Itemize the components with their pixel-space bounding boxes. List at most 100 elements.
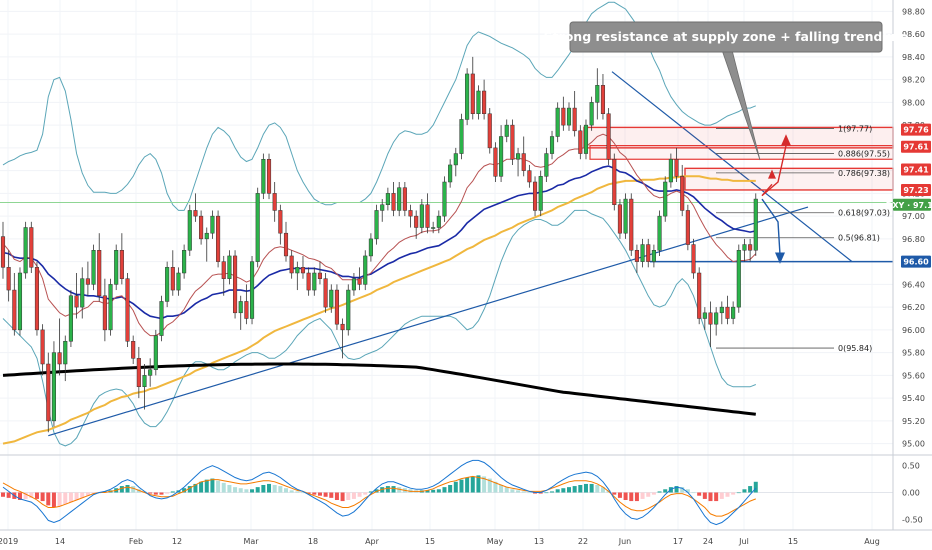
candle-body [572, 107, 577, 132]
candle [142, 364, 147, 410]
candle [85, 261, 90, 296]
x-tick-label: 22 [578, 537, 588, 546]
candle [657, 210, 662, 256]
candle-body [119, 250, 124, 279]
candle-body [646, 244, 651, 262]
candle [549, 130, 555, 160]
fib-label: 0.886(97.55) [838, 150, 890, 159]
candle-body [51, 352, 56, 422]
candle-body [391, 193, 396, 211]
candle-body [493, 147, 498, 177]
candle [753, 193, 758, 256]
candle [691, 238, 696, 279]
candle-body [323, 278, 328, 308]
candle [663, 176, 668, 222]
candle-body [329, 289, 334, 308]
price-tag-bg [901, 140, 931, 153]
macd-histogram-bar [346, 492, 351, 500]
candle-body [448, 164, 453, 183]
macd-histogram-bar [363, 492, 368, 495]
candle-body [0, 236, 6, 268]
candle-body [708, 312, 713, 325]
candle [589, 96, 594, 131]
candle-body [436, 215, 441, 228]
candle-body [442, 181, 447, 217]
candle [453, 147, 458, 177]
macd-histogram-bar [617, 492, 622, 498]
macd-histogram-bar [634, 492, 639, 502]
candle [114, 244, 119, 291]
candle-body [470, 73, 475, 114]
bull-arrow-head [781, 134, 791, 146]
ema-20 [2, 133, 757, 337]
candle-body [17, 272, 23, 331]
macd-histogram-bar [233, 487, 238, 493]
candle-body [125, 278, 130, 342]
x-tick-label: 15 [425, 537, 435, 546]
macd-histogram-bar [1, 492, 5, 497]
macd-histogram-bar [131, 486, 136, 493]
candle [476, 85, 481, 120]
candle [719, 301, 724, 325]
candle-body [680, 176, 685, 211]
macd-histogram-bar [102, 491, 107, 493]
candle-body [74, 295, 79, 308]
candle [238, 295, 243, 330]
macd-histogram-bar [482, 476, 487, 493]
candle-body [295, 267, 300, 274]
candle [165, 261, 170, 308]
candle [216, 210, 221, 268]
y-tick-label: 95.40 [902, 394, 925, 403]
macd-histogram-bar [736, 492, 741, 494]
candle [12, 273, 17, 336]
macd-histogram-bar [210, 478, 215, 493]
candle-body [521, 153, 526, 171]
candle [714, 307, 719, 336]
macd-histogram-bar [697, 492, 702, 496]
candle-body [612, 159, 617, 205]
macd-histogram-bar [351, 492, 356, 499]
candle [685, 204, 690, 251]
macd-histogram-bar [397, 487, 402, 493]
candle [148, 358, 153, 387]
candle [697, 267, 702, 325]
macd-histogram-bar [657, 491, 662, 493]
annotation-callout: Strong resistance at supply zone + falli… [544, 21, 908, 161]
candle-body [504, 124, 509, 137]
candle [708, 301, 713, 347]
candle [221, 255, 226, 296]
macd-histogram-bar [85, 492, 90, 496]
macd-histogram-bar [663, 489, 668, 493]
macd-histogram-bar [561, 488, 566, 493]
candle [578, 125, 583, 160]
y-tick-label: 96.40 [902, 280, 925, 289]
candle-body [176, 272, 181, 291]
candle-body [425, 204, 430, 228]
candle [91, 244, 96, 291]
candle [448, 159, 453, 188]
macd-histogram-bar [391, 486, 396, 493]
candle-body [170, 267, 175, 291]
candle-body [731, 306, 736, 319]
y-tick-label: 98.40 [902, 53, 925, 62]
candle [131, 335, 136, 364]
candle [170, 250, 175, 296]
macd-histogram-bar [425, 490, 430, 493]
candle-body [23, 227, 28, 274]
candle [566, 102, 572, 131]
x-tick-label: 15 [788, 537, 798, 546]
candle [419, 199, 424, 234]
candle-body [561, 107, 566, 126]
macd-histogram-bar [334, 492, 339, 500]
candle [363, 250, 368, 291]
candle-body [549, 136, 555, 154]
candle [600, 73, 606, 120]
candle [278, 204, 283, 245]
macd-histogram-bar [595, 485, 600, 493]
candle [249, 255, 255, 325]
candle-body [289, 255, 294, 274]
candle-body [538, 176, 543, 211]
candle [329, 284, 334, 313]
bull-arrow-start [761, 183, 773, 197]
